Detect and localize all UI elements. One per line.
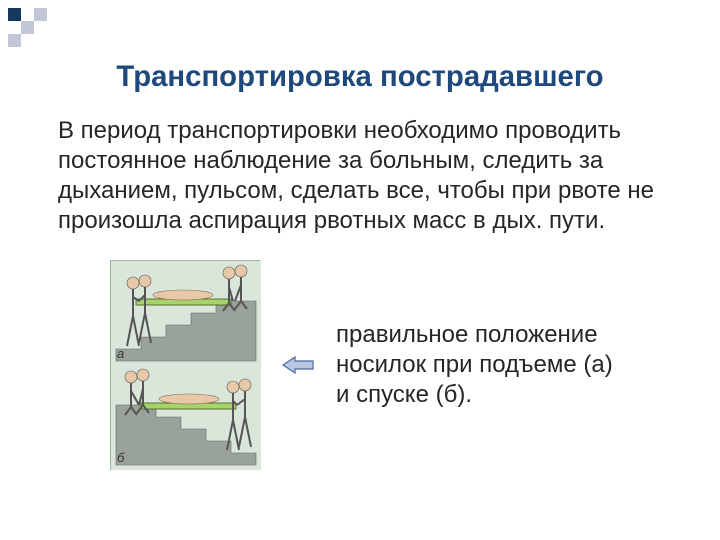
illustration-label-b: б (117, 450, 124, 465)
body-paragraph: В период транспортировки необходимо пров… (58, 116, 662, 236)
slide-content: Транспортировка пострадавшего В период т… (0, 0, 720, 540)
stretcher-ascend-icon (111, 261, 261, 366)
page-title: Транспортировка пострадавшего (50, 60, 670, 94)
lower-row: а (110, 260, 670, 470)
illustration-panel-b: б (111, 365, 259, 469)
stretcher-illustration: а (110, 260, 260, 470)
stretcher-descend-icon (111, 365, 261, 470)
illustration-caption: правильное положение носилок при подъеме… (336, 320, 626, 410)
illustration-panel-a: а (111, 261, 259, 365)
caption-arrow (280, 355, 316, 375)
arrow-left-icon (281, 355, 315, 375)
illustration-label-a: а (117, 346, 124, 361)
